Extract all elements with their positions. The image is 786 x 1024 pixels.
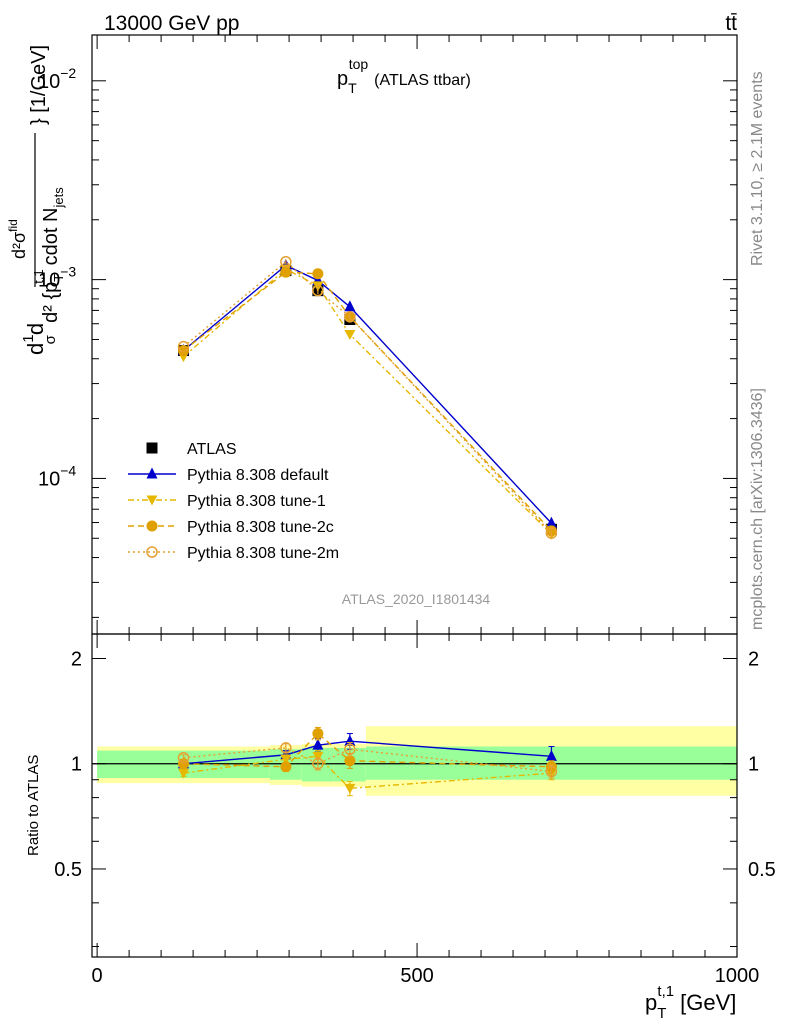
ratio-point — [312, 728, 324, 740]
data-point — [545, 527, 558, 539]
y-tick-label: 10−4 — [38, 462, 76, 490]
ratio-series-line — [183, 747, 552, 773]
data-point — [344, 311, 356, 323]
ratio-point — [312, 757, 324, 770]
data-point — [344, 300, 356, 312]
ratio-y-tick-label-right: 1 — [748, 754, 759, 776]
y-axis-label: d1 σdd² {pTt,1cdot Njets d²σfid } [1/GeV] — [6, 45, 66, 355]
legend: ATLAS Pythia 8.308 default Pythia 8.308 tu… — [128, 441, 339, 562]
y-tick-label: 10−2 — [38, 65, 76, 93]
ratio-point — [312, 751, 324, 762]
ratio-panel-series — [177, 726, 558, 797]
legend-label: ATLAS — [187, 441, 237, 458]
ratio-point — [178, 768, 190, 779]
data-point — [312, 268, 324, 280]
ratio-point — [280, 761, 292, 773]
svg-text:} [1/GeV]: } [1/GeV] — [28, 45, 50, 125]
data-point — [178, 345, 190, 357]
x-tick-label: 0 — [92, 965, 103, 987]
ratio-point — [545, 765, 558, 778]
svg-text:d²σfid: d²σfid — [6, 219, 29, 259]
legend-label: Pythia 8.308 tune-2c — [187, 519, 334, 536]
ratio-y-tick-label-right: 0.5 — [748, 859, 776, 881]
ratio-point — [280, 742, 292, 754]
ratio-uncertainty-bands — [97, 726, 737, 796]
data-point — [545, 516, 557, 528]
mcplots-url-label: mcplots.cern.ch [arXiv:1306.3436] — [749, 388, 766, 630]
legend-label: Pythia 8.308 tune-2m — [187, 545, 339, 562]
rivet-version-label: Rivet 3.1.10, ≥ 2.1M events — [749, 71, 766, 266]
legend-label: Pythia 8.308 default — [187, 467, 329, 484]
legend-marker — [146, 495, 158, 506]
legend-marker — [146, 546, 158, 558]
ratio-y-tick-label: 1 — [71, 754, 82, 776]
ratio-y-tick-label-right: 2 — [748, 648, 759, 670]
chart-title: pTtop(ATLAS ttbar) — [337, 56, 471, 96]
x-axis-label: pTt,1 [GeV] — [645, 983, 736, 1022]
y-tick-label: 10−3 — [38, 264, 76, 292]
ratio-point — [545, 749, 557, 761]
main-panel-series — [177, 255, 558, 540]
ratio-y-tick-label: 0.5 — [54, 859, 82, 881]
ratio-point — [280, 754, 292, 765]
data-point — [280, 266, 292, 278]
ratio-panel-frame — [91, 633, 738, 958]
ratio-point — [344, 783, 356, 794]
data-point — [344, 329, 356, 340]
x-tick-label: 1000 — [715, 965, 760, 987]
x-tick-label: 500 — [400, 965, 433, 987]
ratio-point — [312, 738, 324, 750]
legend-label: Pythia 8.308 tune-1 — [187, 493, 326, 510]
ratio-point — [344, 755, 356, 767]
data-point — [312, 284, 324, 297]
legend-marker — [146, 467, 158, 479]
ratio-y-axis-label: Ratio to ATLAS — [25, 755, 42, 856]
legend-marker — [146, 520, 158, 532]
data-point — [280, 255, 292, 268]
series-line — [183, 264, 552, 524]
axes: 0 500 1000 10−2 10−3 10−4 2 2 1 1 0.5 0.5 — [38, 34, 776, 987]
analysis-label: ATLAS_2020_I1801434 — [342, 591, 491, 607]
ratio-point — [177, 752, 190, 764]
data-point — [177, 340, 190, 353]
beam-energy-label: 13000 GeV pp — [104, 12, 239, 35]
legend-marker — [146, 442, 158, 454]
ratio-y-tick-label: 2 — [71, 648, 82, 670]
process-label: tt̄ — [725, 12, 737, 35]
ratio-point — [344, 743, 356, 756]
